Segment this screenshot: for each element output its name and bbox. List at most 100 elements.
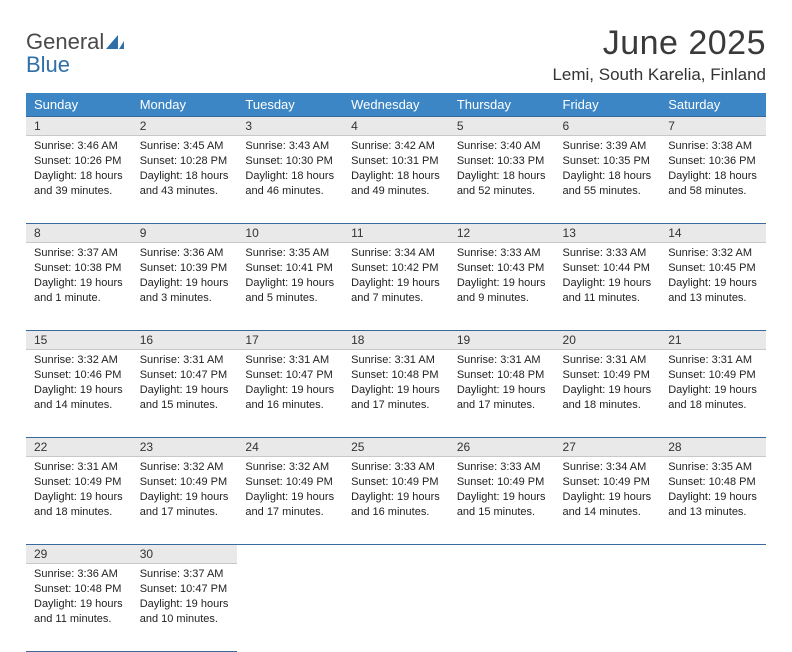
- daynum-row: 22232425262728: [26, 438, 766, 457]
- day-cell: Sunrise: 3:33 AMSunset: 10:43 PMDaylight…: [449, 243, 555, 331]
- daylight-line: Daylight: 19 hours and 17 minutes.: [140, 490, 230, 520]
- weekday-header: Wednesday: [343, 93, 449, 117]
- logo: General Blue: [26, 30, 124, 76]
- daylight-line: Daylight: 19 hours and 15 minutes.: [140, 383, 230, 413]
- day-number: 28: [660, 438, 766, 457]
- daylight-line: Daylight: 18 hours and 46 minutes.: [245, 169, 335, 199]
- weekday-header: Friday: [555, 93, 661, 117]
- day-number: 24: [237, 438, 343, 457]
- weekday-header-row: Sunday Monday Tuesday Wednesday Thursday…: [26, 93, 766, 117]
- sunrise-line: Sunrise: 3:37 AM: [140, 567, 230, 582]
- sunrise-line: Sunrise: 3:33 AM: [457, 246, 547, 261]
- sunset-line: Sunset: 10:33 PM: [457, 154, 547, 169]
- daylight-line: Daylight: 19 hours and 18 minutes.: [34, 490, 124, 520]
- day-cell: Sunrise: 3:33 AMSunset: 10:49 PMDaylight…: [343, 457, 449, 545]
- sunrise-line: Sunrise: 3:40 AM: [457, 139, 547, 154]
- sunset-line: Sunset: 10:48 PM: [34, 582, 124, 597]
- day-number: 29: [26, 545, 132, 564]
- header: General Blue June 2025 Lemi, South Karel…: [26, 24, 766, 85]
- daylight-line: Daylight: 19 hours and 9 minutes.: [457, 276, 547, 306]
- day-number: 17: [237, 331, 343, 350]
- sunrise-line: Sunrise: 3:38 AM: [668, 139, 758, 154]
- daylight-line: Daylight: 19 hours and 1 minute.: [34, 276, 124, 306]
- logo-main: General: [26, 29, 104, 54]
- day-cell: Sunrise: 3:38 AMSunset: 10:36 PMDaylight…: [660, 136, 766, 224]
- day-number: 27: [555, 438, 661, 457]
- sunset-line: Sunset: 10:36 PM: [668, 154, 758, 169]
- logo-text: General Blue: [26, 30, 124, 76]
- day-number: 22: [26, 438, 132, 457]
- sunrise-line: Sunrise: 3:43 AM: [245, 139, 335, 154]
- weekday-header: Sunday: [26, 93, 132, 117]
- weekday-header: Monday: [132, 93, 238, 117]
- empty-cell: [660, 545, 766, 564]
- daynum-row: 15161718192021: [26, 331, 766, 350]
- day-cell: Sunrise: 3:34 AMSunset: 10:42 PMDaylight…: [343, 243, 449, 331]
- day-number: 9: [132, 224, 238, 243]
- empty-cell: [237, 545, 343, 564]
- sunrise-line: Sunrise: 3:31 AM: [457, 353, 547, 368]
- day-cell: Sunrise: 3:35 AMSunset: 10:48 PMDaylight…: [660, 457, 766, 545]
- sunset-line: Sunset: 10:49 PM: [34, 475, 124, 490]
- sunset-line: Sunset: 10:49 PM: [668, 368, 758, 383]
- day-number: 11: [343, 224, 449, 243]
- day-cell: Sunrise: 3:43 AMSunset: 10:30 PMDaylight…: [237, 136, 343, 224]
- sunset-line: Sunset: 10:49 PM: [140, 475, 230, 490]
- daylight-line: Daylight: 19 hours and 17 minutes.: [245, 490, 335, 520]
- day-cell: Sunrise: 3:37 AMSunset: 10:38 PMDaylight…: [26, 243, 132, 331]
- day-number: 26: [449, 438, 555, 457]
- sunrise-line: Sunrise: 3:34 AM: [563, 460, 653, 475]
- sunrise-line: Sunrise: 3:32 AM: [34, 353, 124, 368]
- sunset-line: Sunset: 10:48 PM: [457, 368, 547, 383]
- daylight-line: Daylight: 19 hours and 11 minutes.: [563, 276, 653, 306]
- sunset-line: Sunset: 10:35 PM: [563, 154, 653, 169]
- day-cell: Sunrise: 3:40 AMSunset: 10:33 PMDaylight…: [449, 136, 555, 224]
- sunset-line: Sunset: 10:44 PM: [563, 261, 653, 276]
- sunset-line: Sunset: 10:49 PM: [351, 475, 441, 490]
- day-cell: Sunrise: 3:42 AMSunset: 10:31 PMDaylight…: [343, 136, 449, 224]
- sunrise-line: Sunrise: 3:32 AM: [668, 246, 758, 261]
- sunset-line: Sunset: 10:49 PM: [457, 475, 547, 490]
- day-cell: Sunrise: 3:31 AMSunset: 10:48 PMDaylight…: [449, 350, 555, 438]
- day-number: 15: [26, 331, 132, 350]
- empty-cell: [237, 564, 343, 652]
- sunset-line: Sunset: 10:41 PM: [245, 261, 335, 276]
- sunset-line: Sunset: 10:46 PM: [34, 368, 124, 383]
- sunrise-line: Sunrise: 3:34 AM: [351, 246, 441, 261]
- sunrise-line: Sunrise: 3:31 AM: [34, 460, 124, 475]
- sunrise-line: Sunrise: 3:37 AM: [34, 246, 124, 261]
- day-number: 8: [26, 224, 132, 243]
- sunrise-line: Sunrise: 3:33 AM: [351, 460, 441, 475]
- sunset-line: Sunset: 10:47 PM: [140, 368, 230, 383]
- daylight-line: Daylight: 19 hours and 16 minutes.: [245, 383, 335, 413]
- daylight-line: Daylight: 19 hours and 3 minutes.: [140, 276, 230, 306]
- daylight-line: Daylight: 19 hours and 18 minutes.: [563, 383, 653, 413]
- empty-cell: [449, 545, 555, 564]
- sunrise-line: Sunrise: 3:36 AM: [34, 567, 124, 582]
- day-cell: Sunrise: 3:33 AMSunset: 10:49 PMDaylight…: [449, 457, 555, 545]
- day-number: 19: [449, 331, 555, 350]
- day-number: 1: [26, 117, 132, 136]
- sunset-line: Sunset: 10:49 PM: [563, 475, 653, 490]
- sunset-line: Sunset: 10:48 PM: [351, 368, 441, 383]
- daynum-row: 1234567: [26, 117, 766, 136]
- empty-cell: [343, 564, 449, 652]
- sunset-line: Sunset: 10:39 PM: [140, 261, 230, 276]
- calendar-table: Sunday Monday Tuesday Wednesday Thursday…: [26, 93, 766, 652]
- daylight-line: Daylight: 18 hours and 43 minutes.: [140, 169, 230, 199]
- logo-sail-icon: [106, 29, 124, 54]
- day-number: 2: [132, 117, 238, 136]
- detail-row: Sunrise: 3:31 AMSunset: 10:49 PMDaylight…: [26, 457, 766, 545]
- day-cell: Sunrise: 3:31 AMSunset: 10:48 PMDaylight…: [343, 350, 449, 438]
- day-cell: Sunrise: 3:45 AMSunset: 10:28 PMDaylight…: [132, 136, 238, 224]
- sunrise-line: Sunrise: 3:46 AM: [34, 139, 124, 154]
- sunrise-line: Sunrise: 3:32 AM: [245, 460, 335, 475]
- day-cell: Sunrise: 3:31 AMSunset: 10:47 PMDaylight…: [132, 350, 238, 438]
- sunset-line: Sunset: 10:43 PM: [457, 261, 547, 276]
- empty-cell: [555, 564, 661, 652]
- sunrise-line: Sunrise: 3:39 AM: [563, 139, 653, 154]
- detail-row: Sunrise: 3:36 AMSunset: 10:48 PMDaylight…: [26, 564, 766, 652]
- sunset-line: Sunset: 10:31 PM: [351, 154, 441, 169]
- sunrise-line: Sunrise: 3:32 AM: [140, 460, 230, 475]
- day-number: 4: [343, 117, 449, 136]
